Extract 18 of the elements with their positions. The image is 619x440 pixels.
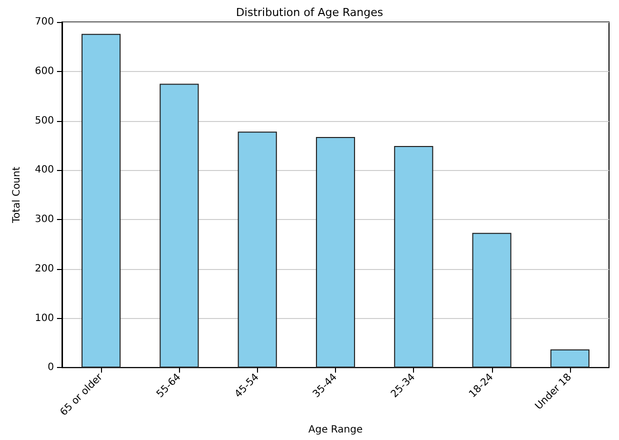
bar <box>394 146 434 368</box>
bar <box>160 84 199 368</box>
bar <box>316 137 356 368</box>
y-tick-label: 100 <box>34 312 54 324</box>
y-tick-label: 200 <box>34 263 54 274</box>
y-tick-label: 400 <box>34 164 54 176</box>
y-axis-title: Total Count <box>12 166 22 224</box>
bar <box>82 34 121 368</box>
bar <box>238 132 277 368</box>
y-tick-label: 600 <box>34 66 54 77</box>
bar <box>550 349 590 368</box>
y-tick-label: 300 <box>34 214 54 226</box>
bar <box>472 232 512 368</box>
x-axis-title: Age Range <box>308 424 363 436</box>
y-tick-label: 0 <box>48 362 54 374</box>
y-tick-label: 700 <box>34 16 54 28</box>
y-tick-label: 500 <box>34 115 54 126</box>
chart-title: Distribution of Age Ranges <box>236 6 384 19</box>
